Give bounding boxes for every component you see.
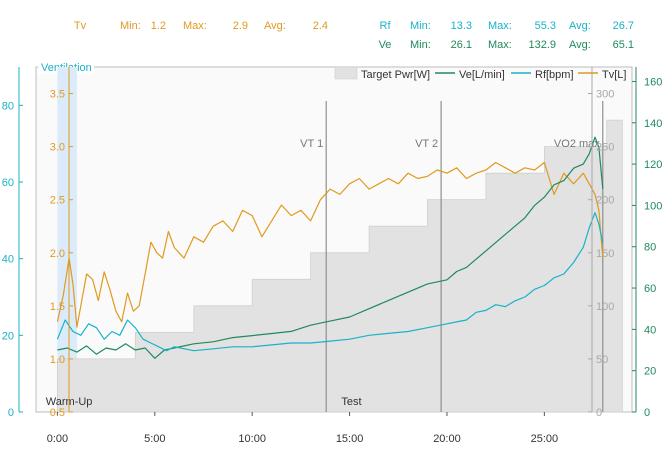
stat-tv-max: 2.9 [233, 20, 248, 32]
tick-label-right-inner-0: 0 [596, 407, 602, 419]
x-tick-label-5-00: 5:00 [144, 433, 165, 445]
tick-label-right-outer-120: 120 [644, 159, 662, 171]
tick-label-right-inner-50: 50 [596, 354, 608, 366]
tick-label-left-inner-0-5: 0.5 [50, 407, 65, 419]
tick-label-right-outer-140: 140 [644, 118, 662, 130]
stat-ve-label: Ve [379, 39, 392, 51]
stat-rf-avg-label: Avg: [569, 20, 591, 32]
stat-tv-avg-label: Avg: [264, 20, 286, 32]
tick-label-right-outer-20: 20 [644, 366, 656, 378]
legend-label-tv: Tv[L] [602, 69, 626, 81]
tick-label-left-inner-2-5: 2.5 [50, 195, 65, 207]
stat-rf-min-label: Min: [410, 20, 431, 32]
stat-tv-avg: 2.4 [313, 20, 328, 32]
tick-label-left-inner-1-5: 1.5 [50, 301, 65, 313]
tick-label-right-outer-0: 0 [644, 407, 650, 419]
x-tick-label-20-00: 20:00 [433, 433, 461, 445]
series-line-tv [56, 161, 604, 328]
legend-label-power: Target Pwr[W] [361, 69, 430, 81]
phase-label-test: Test [341, 396, 361, 408]
tick-label-left-outer-40: 40 [2, 254, 14, 266]
stat-ve-avg-label: Avg: [569, 39, 591, 51]
stat-ve-avg: 65.1 [613, 39, 634, 51]
legend-label-rf: Rf[bpm] [535, 69, 574, 81]
x-tick-label-25-00: 25:00 [531, 433, 559, 445]
stat-rf-max: 55.3 [535, 20, 556, 32]
tick-label-left-outer-0: 0 [8, 407, 14, 419]
tick-label-left-outer-60: 60 [2, 177, 14, 189]
stat-tv-label: Tv [74, 20, 87, 32]
legend-label-ve: Ve[L/min] [459, 69, 505, 81]
stat-rf-avg: 26.7 [613, 20, 634, 32]
tick-label-left-outer-80: 80 [2, 100, 14, 112]
axes-layer: 0:00 5:00 10:00 15:00 20:00 25:00 0 20 40 60 80 0.5… [2, 67, 662, 445]
tick-label-left-inner-3-0: 3.0 [50, 142, 65, 154]
x-tick-label-10-00: 10:00 [238, 433, 266, 445]
series-line-rf [56, 212, 604, 352]
tick-label-right-inner-250: 250 [596, 142, 614, 154]
legend: Target Pwr[W] Ve[L/min] Rf[bpm] Tv[L] [334, 66, 626, 81]
stat-ve-min-label: Min: [410, 39, 431, 51]
stats-header: Tv Min: 1.2 Max: 2.9 Avg: 2.4 Rf Min: 13… [74, 20, 634, 51]
stats-tv: Tv Min: 1.2 Max: 2.9 Avg: 2.4 [74, 20, 328, 32]
tick-label-right-outer-100: 100 [644, 200, 662, 212]
stat-rf-min: 13.3 [451, 20, 472, 32]
stat-ve-min: 26.1 [451, 39, 472, 51]
stats-rf: Rf Min: 13.3 Max: 55.3 Avg: 26.7 [380, 20, 635, 32]
tick-label-right-outer-80: 80 [644, 242, 656, 254]
tick-label-right-inner-200: 200 [596, 195, 614, 207]
tick-label-left-outer-20: 20 [2, 330, 14, 342]
tick-label-right-outer-40: 40 [644, 324, 656, 336]
tick-label-right-inner-150: 150 [596, 248, 614, 260]
marker-label-vo2-max: VO2 max [554, 138, 600, 150]
tick-label-left-inner-3-5: 3.5 [50, 89, 65, 101]
tick-label-right-outer-60: 60 [644, 283, 656, 295]
stat-tv-max-label: Max: [183, 20, 207, 32]
stat-tv-min: 1.2 [151, 20, 166, 32]
x-tick-label-0-00: 0:00 [47, 433, 68, 445]
tick-label-right-inner-300: 300 [596, 89, 614, 101]
series-line-ve [57, 136, 604, 359]
marker-label-vt-1: VT 1 [300, 138, 323, 150]
x-tick-label-15-00: 15:00 [336, 433, 364, 445]
stat-ve-max: 132.9 [528, 39, 556, 51]
stat-rf-max-label: Max: [488, 20, 512, 32]
marker-label-vt-2: VT 2 [415, 138, 438, 150]
tick-label-right-outer-160: 160 [644, 76, 662, 88]
tick-label-right-inner-100: 100 [596, 301, 614, 313]
stat-tv-min-label: Min: [120, 20, 141, 32]
target-power-area [57, 119, 623, 413]
tick-label-left-inner-2-0: 2.0 [50, 248, 65, 260]
legend-swatch-power [334, 66, 358, 80]
stat-rf-label: Rf [380, 20, 392, 32]
tick-label-left-inner-1-0: 1.0 [50, 354, 65, 366]
stats-ve: Ve Min: 26.1 Max: 132.9 Avg: 65.1 [379, 39, 634, 51]
stat-ve-max-label: Max: [488, 39, 512, 51]
